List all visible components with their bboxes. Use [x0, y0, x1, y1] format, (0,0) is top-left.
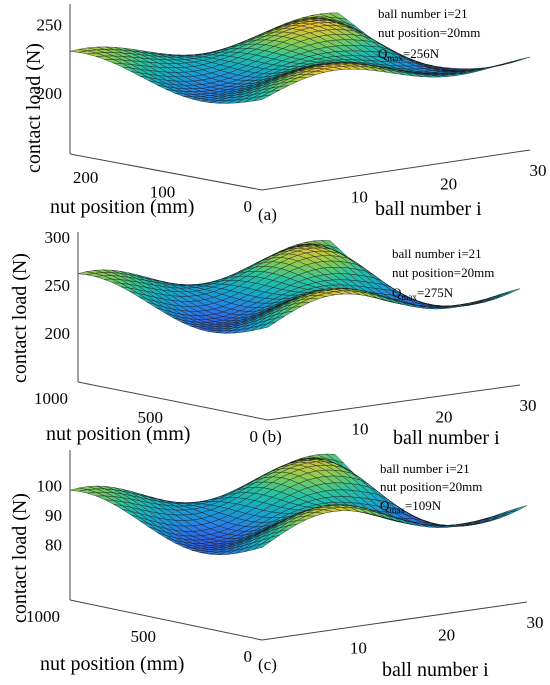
- qmax-symbol: Q: [392, 285, 402, 300]
- x-axis-label: ball number i: [375, 198, 482, 220]
- panel-label: (a): [258, 205, 277, 224]
- axes: 10 20 30 0 500 1000 80 90 100: [26, 450, 544, 666]
- y-tick-label: 500: [138, 408, 164, 427]
- panel-label: (c): [258, 655, 277, 674]
- x-axis-label: ball number i: [393, 427, 500, 449]
- y-tick-label: 1000: [34, 389, 68, 408]
- axes: 10 20 30 0 100 200 200 250: [37, 4, 547, 216]
- annotation-line1: ball number i=21: [392, 246, 482, 261]
- annotation-line1: ball number i=21: [378, 6, 468, 21]
- surface-mesh: [77, 240, 521, 334]
- qmax-subscript: max: [401, 292, 417, 302]
- y-tick-label: 0: [244, 647, 253, 666]
- x-axis-line: [267, 384, 521, 421]
- annotation: ball number i=21 nut position=20mm Qmax=…: [380, 461, 482, 515]
- x-tick-label: 20: [436, 408, 453, 427]
- x-tick-label: 10: [351, 188, 368, 207]
- qmax-subscript: max: [389, 505, 405, 515]
- annotation-line2: nut position=20mm: [380, 479, 482, 494]
- x-axis-label: ball number i: [382, 659, 489, 681]
- x-axis-line: [261, 601, 528, 641]
- x-tick-label: 10: [352, 419, 369, 438]
- annotation-line1: ball number i=21: [380, 461, 470, 476]
- surface-chart-c: 10 20 30 0 500 1000 80 90 100 contact load (N) n…: [9, 450, 544, 681]
- surface-mesh: [69, 12, 531, 104]
- svg-text:Qmax=275N: Qmax=275N: [392, 285, 454, 302]
- x-tick-label: 30: [530, 161, 547, 180]
- annotation-line2: nut position=20mm: [378, 25, 480, 40]
- z-tick-label: 200: [45, 324, 71, 343]
- surface-chart-a: 10 20 30 0 100 200 200 250 contact load (N) nut…: [23, 4, 547, 224]
- x-tick-label: 30: [527, 613, 544, 632]
- y-axis-label: nut position (mm): [46, 423, 190, 445]
- annotation: ball number i=21 nut position=20mm Qmax=…: [378, 6, 480, 63]
- qmax-symbol: Q: [378, 46, 388, 61]
- x-tick-label: 10: [350, 638, 367, 657]
- y-tick-label: 0: [244, 197, 253, 216]
- svg-text:Qmax=256N: Qmax=256N: [378, 46, 440, 63]
- surface-facet: [512, 56, 531, 63]
- surface-facet: [502, 288, 521, 295]
- z-tick-label: 250: [45, 276, 71, 295]
- z-tick-label: 90: [45, 506, 62, 525]
- x-tick-label: 30: [520, 396, 537, 415]
- svg-text:Qmax=109N: Qmax=109N: [380, 498, 442, 515]
- x-tick-label: 20: [440, 174, 457, 193]
- y-axis-line: [69, 599, 263, 641]
- panel-label: (b): [262, 427, 282, 446]
- y-axis-line: [77, 381, 269, 421]
- surface-facet: [509, 505, 528, 513]
- z-axis-label: contact load (N): [9, 253, 31, 383]
- y-axis-line: [69, 153, 263, 191]
- surface-mesh: [69, 453, 528, 555]
- qmax-value: =275N: [417, 285, 454, 300]
- z-tick-label: 100: [37, 476, 63, 495]
- y-tick-label: 500: [131, 627, 157, 646]
- y-tick-label: 100: [150, 183, 176, 202]
- y-axis-label: nut position (mm): [40, 653, 184, 675]
- y-tick-label: 0: [250, 427, 259, 446]
- z-tick-label: 80: [45, 536, 62, 555]
- z-axis-label: contact load (N): [9, 493, 31, 623]
- z-tick-label: 250: [37, 16, 63, 35]
- annotation: ball number i=21 nut position=20mm Qmax=…: [392, 246, 494, 302]
- z-axis-label: contact load (N): [23, 43, 45, 173]
- annotation-line2: nut position=20mm: [392, 265, 494, 280]
- y-tick-label: 1000: [26, 607, 60, 626]
- x-axis-line: [261, 149, 531, 191]
- y-tick-label: 200: [73, 168, 99, 187]
- z-tick-label: 200: [37, 84, 63, 103]
- x-tick-label: 20: [438, 626, 455, 645]
- qmax-subscript: max: [387, 53, 403, 63]
- qmax-value: =109N: [405, 498, 442, 513]
- qmax-symbol: Q: [380, 498, 390, 513]
- y-axis-label: nut position (mm): [50, 196, 194, 218]
- qmax-value: =256N: [403, 46, 440, 61]
- z-tick-label: 300: [45, 228, 71, 247]
